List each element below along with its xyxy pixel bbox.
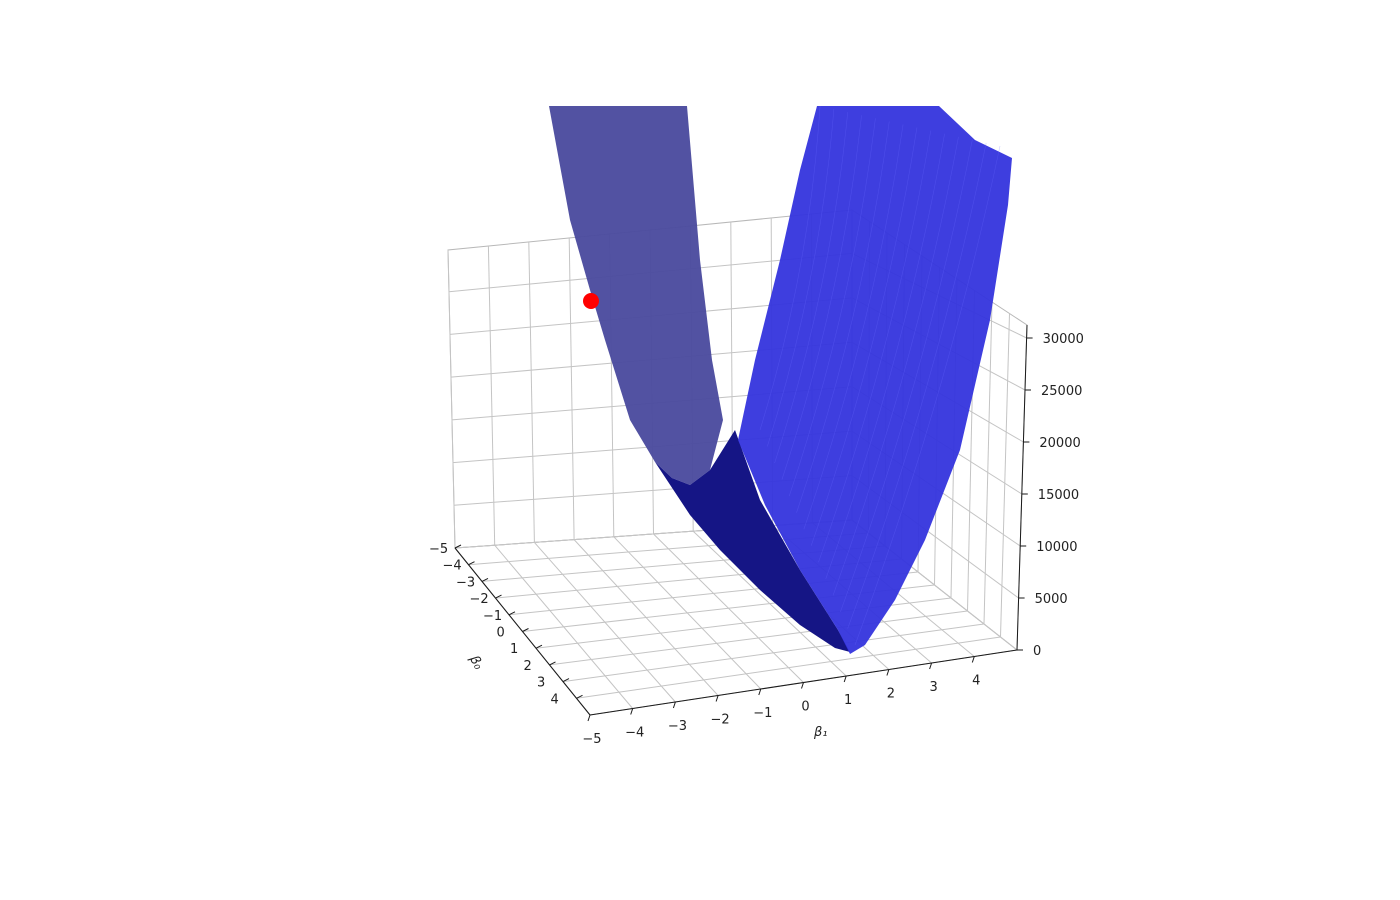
beta1-tick-label-1: −4 — [625, 726, 644, 741]
z-ticks: 0 5000 10000 15000 20000 25000 30000 — [1017, 332, 1084, 659]
beta1-tick-label-2: −3 — [668, 719, 687, 734]
beta1-tick-label-6: 1 — [844, 693, 852, 708]
beta0-tick-label-3: −2 — [470, 592, 489, 607]
beta0-tick-4 — [508, 611, 516, 616]
beta1-tick-label-5: 0 — [801, 700, 809, 715]
mesh-line-4 — [788, 118, 876, 497]
beta1-tick-label-3: −2 — [711, 713, 730, 728]
beta0-tick-0 — [454, 544, 462, 549]
mesh-line-8 — [818, 130, 932, 563]
beta1-axis-label: β₁ — [813, 725, 828, 740]
mesh-line-10 — [832, 136, 959, 596]
surface-far-arm — [549, 106, 723, 485]
loss-surface — [549, 105, 1012, 654]
beta1-tick-4 — [758, 688, 762, 696]
surface-mesh — [759, 105, 1001, 646]
surface-near-arm — [738, 106, 1012, 654]
side-grid-v-9 — [1000, 313, 1010, 638]
beta0-tick-label-9: 4 — [551, 692, 559, 707]
mesh-line-7 — [810, 127, 918, 546]
side-grid-v-8 — [983, 301, 993, 625]
beta1-tick-3 — [715, 695, 719, 702]
beta0-tick-3 — [495, 594, 502, 599]
beta0-tick-2 — [481, 577, 489, 582]
beta1-tick-5 — [801, 682, 804, 689]
floor-grid-beta0-9 — [576, 636, 1001, 699]
beta1-tick-7 — [886, 669, 890, 676]
mesh-line-1 — [767, 109, 835, 447]
beta1-tick-6 — [843, 675, 847, 683]
surface-trough — [655, 430, 850, 652]
beta1-tick-label-7: 2 — [887, 687, 895, 702]
beta1-tick-label-9: 4 — [972, 674, 980, 689]
beta0-tick-8 — [562, 678, 570, 683]
mesh-line-11 — [840, 139, 973, 613]
beta0-tick-5 — [522, 628, 529, 632]
beta0-tick-label-5: 0 — [497, 626, 505, 641]
grid-floor — [454, 519, 1001, 716]
back-grid-v-1 — [487, 245, 496, 546]
z-tick-label-0: 0 — [1033, 644, 1041, 659]
floor-grid-beta0-7 — [549, 610, 968, 666]
beta1-ticks: −5 −4 −3 −2 −1 0 1 2 3 4 — [582, 656, 980, 747]
z-axis-line — [1016, 324, 1028, 651]
back-grid-v-3 — [568, 237, 575, 540]
beta0-tick-6 — [535, 644, 543, 649]
beta0-tick-1 — [468, 561, 475, 566]
beta0-tick-label-8: 3 — [537, 676, 545, 691]
mesh-line-13 — [854, 145, 1001, 646]
z-tick-label-2: 10000 — [1036, 540, 1077, 555]
beta0-tick-label-0: −5 — [429, 542, 448, 557]
beta0-tick-label-1: −4 — [443, 559, 462, 574]
z-tick-label-4: 20000 — [1039, 436, 1080, 451]
beta1-tick-2 — [672, 701, 676, 709]
mesh-line-0 — [759, 105, 821, 431]
mesh-line-5 — [796, 121, 890, 513]
beta0-tick-9 — [576, 694, 583, 699]
beta0-tick-label-4: −1 — [483, 609, 502, 624]
z-tick-label-3: 15000 — [1038, 488, 1079, 503]
beta1-tick-1 — [630, 708, 634, 715]
back-grid-v-0 — [447, 249, 456, 549]
mesh-line-12 — [847, 142, 987, 629]
mesh-line-3 — [781, 115, 862, 480]
back-grid-v-2 — [528, 241, 535, 543]
mesh-line-2 — [774, 112, 848, 464]
beta1-tick-label-4: −1 — [753, 706, 772, 721]
floor-grid-beta0-8 — [562, 623, 985, 683]
mesh-line-9 — [825, 133, 945, 579]
beta0-tick-label-2: −3 — [456, 575, 475, 590]
beta0-tick-label-6: 1 — [510, 642, 518, 657]
beta1-tick-label-0: −5 — [582, 732, 601, 747]
beta1-tick-9 — [971, 656, 975, 663]
mesh-line-6 — [803, 124, 904, 530]
beta0-tick-7 — [549, 661, 556, 666]
z-tick-label-5: 25000 — [1041, 384, 1082, 399]
z-tick-label-6: 30000 — [1043, 332, 1084, 347]
z-tick-label-1: 5000 — [1035, 592, 1068, 607]
beta1-tick-8 — [929, 662, 933, 670]
beta0-tick-label-7: 2 — [524, 659, 532, 674]
start-point-marker — [583, 293, 599, 309]
beta1-tick-label-8: 3 — [929, 680, 937, 695]
beta0-axis-label: β₀ — [466, 652, 486, 673]
beta1-tick-0 — [587, 714, 591, 722]
